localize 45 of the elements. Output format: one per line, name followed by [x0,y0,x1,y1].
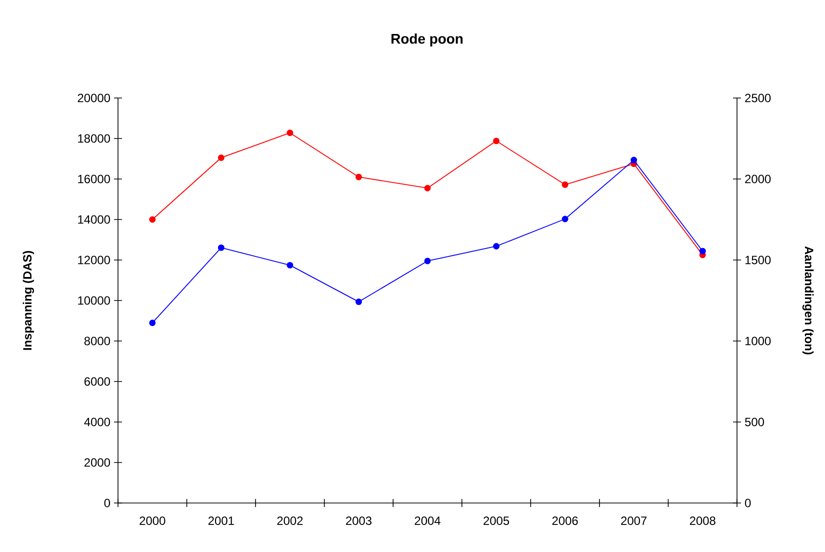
x-tick-label: 2008 [690,516,716,525]
y-tick-label: 18000 [78,134,110,143]
point [286,262,294,268]
point [630,156,638,164]
x-tick-label: 2000 [140,516,166,525]
point [355,298,362,306]
y-tick-label: 10000 [78,296,110,305]
y2-axis-title: Aanlandingen (ton) [802,246,814,354]
x-tick-label: 2004 [414,516,440,525]
x-tick-label: 2006 [552,516,578,525]
y-tick-label: 4000 [84,418,110,426]
point [286,130,294,136]
point [699,248,706,254]
point [493,138,500,144]
y-tick-label: 6000 [84,377,110,386]
point [218,154,224,161]
x-tick-label: 2005 [484,516,510,525]
y2-tick-label: 1500 [745,256,771,264]
y2-tick-label: 2500 [745,94,771,102]
point [562,216,568,222]
y-axis-title: Inspanning (DAS) [22,250,34,350]
y2-tick-label: 1000 [745,336,771,346]
x-tick-label: 2001 [208,516,234,525]
point [424,184,431,192]
point [355,174,362,180]
point [424,258,431,264]
point [149,320,156,326]
y-tick-label: 8000 [84,336,110,346]
y-tick-label: 14000 [78,215,110,224]
y-tick-label: 20000 [78,94,110,102]
x-tick-label: 2007 [621,516,647,525]
point [493,242,500,250]
x-tick-label: 2002 [277,516,303,525]
y2-tick-label: 2000 [745,174,771,184]
y-tick-label: 12000 [78,256,110,264]
x-tick-label: 2003 [346,516,372,525]
chart-title: Rode poon [392,33,463,46]
y2-tick-label: 500 [745,418,764,426]
point [218,244,224,251]
y-tick-label: 16000 [78,174,110,184]
y-tick-label: 2000 [84,458,110,467]
point [149,216,156,223]
y-tick-label: 0 [104,498,110,508]
y2-tick-label: 0 [744,498,751,508]
point [562,181,568,188]
